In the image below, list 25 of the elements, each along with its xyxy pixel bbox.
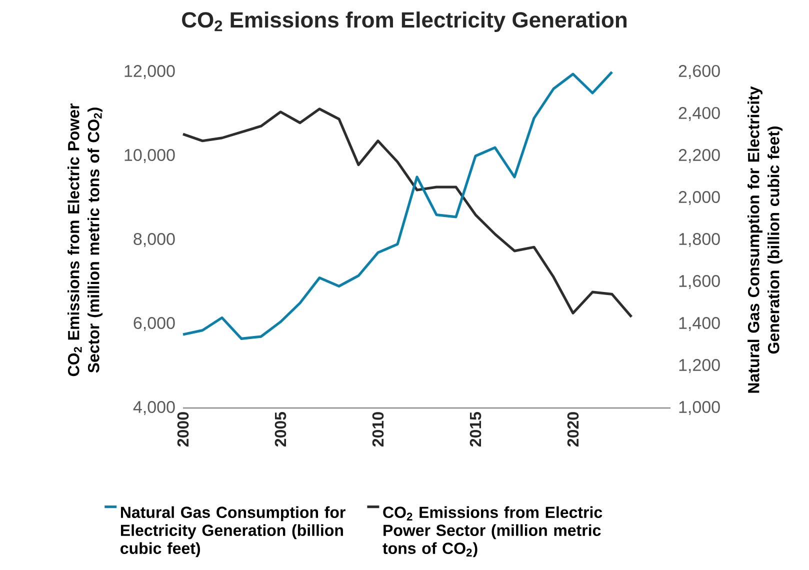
x-tick-label: 2010 [372,412,384,447]
y-tick-label: 8,000 [134,232,175,248]
x-tick-label: 2005 [274,412,286,447]
x-tick-label: 2000 [177,412,189,447]
y2-tick-label: 1,600 [679,274,720,290]
y-axis-title: CO$_{2}$ Emissions from Electric Power Sector (million metric tons of CO$_{2}$) [68,104,102,376]
y2-tick-label: 1,800 [679,232,720,248]
legend-label: Natural Gas Consumption for Electricity Generation (billion cubic feet) [120,506,346,558]
x-tick-label: 2020 [567,412,579,447]
y-tick-label: 6,000 [134,316,175,332]
y2-tick-label: 2,600 [678,64,720,80]
y2-tick-label: 2,400 [678,106,720,122]
y-tick-label: 4,000 [133,400,175,416]
y2-tick-label: 1,200 [679,358,720,374]
y2-tick-label: 2,000 [678,190,720,206]
y-tick-label: 12,000 [124,64,175,80]
legend-label: CO$_{2}$ Emissions from Electric Power Sector (million metric tons of CO$_{2}$) [382,506,602,558]
y2-tick-label: 2,200 [678,148,720,164]
y2-tick-label: 1,400 [679,316,720,332]
y-tick-label: 10,000 [124,148,175,164]
y2-tick-label: 1,000 [679,400,720,416]
line-series [182,70,614,340]
x-tick-label: 2015 [470,412,482,447]
chart-title: CO$_{2}$ Emissions from Electricity Generation [182,12,626,32]
y2-axis-title: Natural Gas Consumption for Electricity Generation (billion cubic feet) [748,86,782,393]
